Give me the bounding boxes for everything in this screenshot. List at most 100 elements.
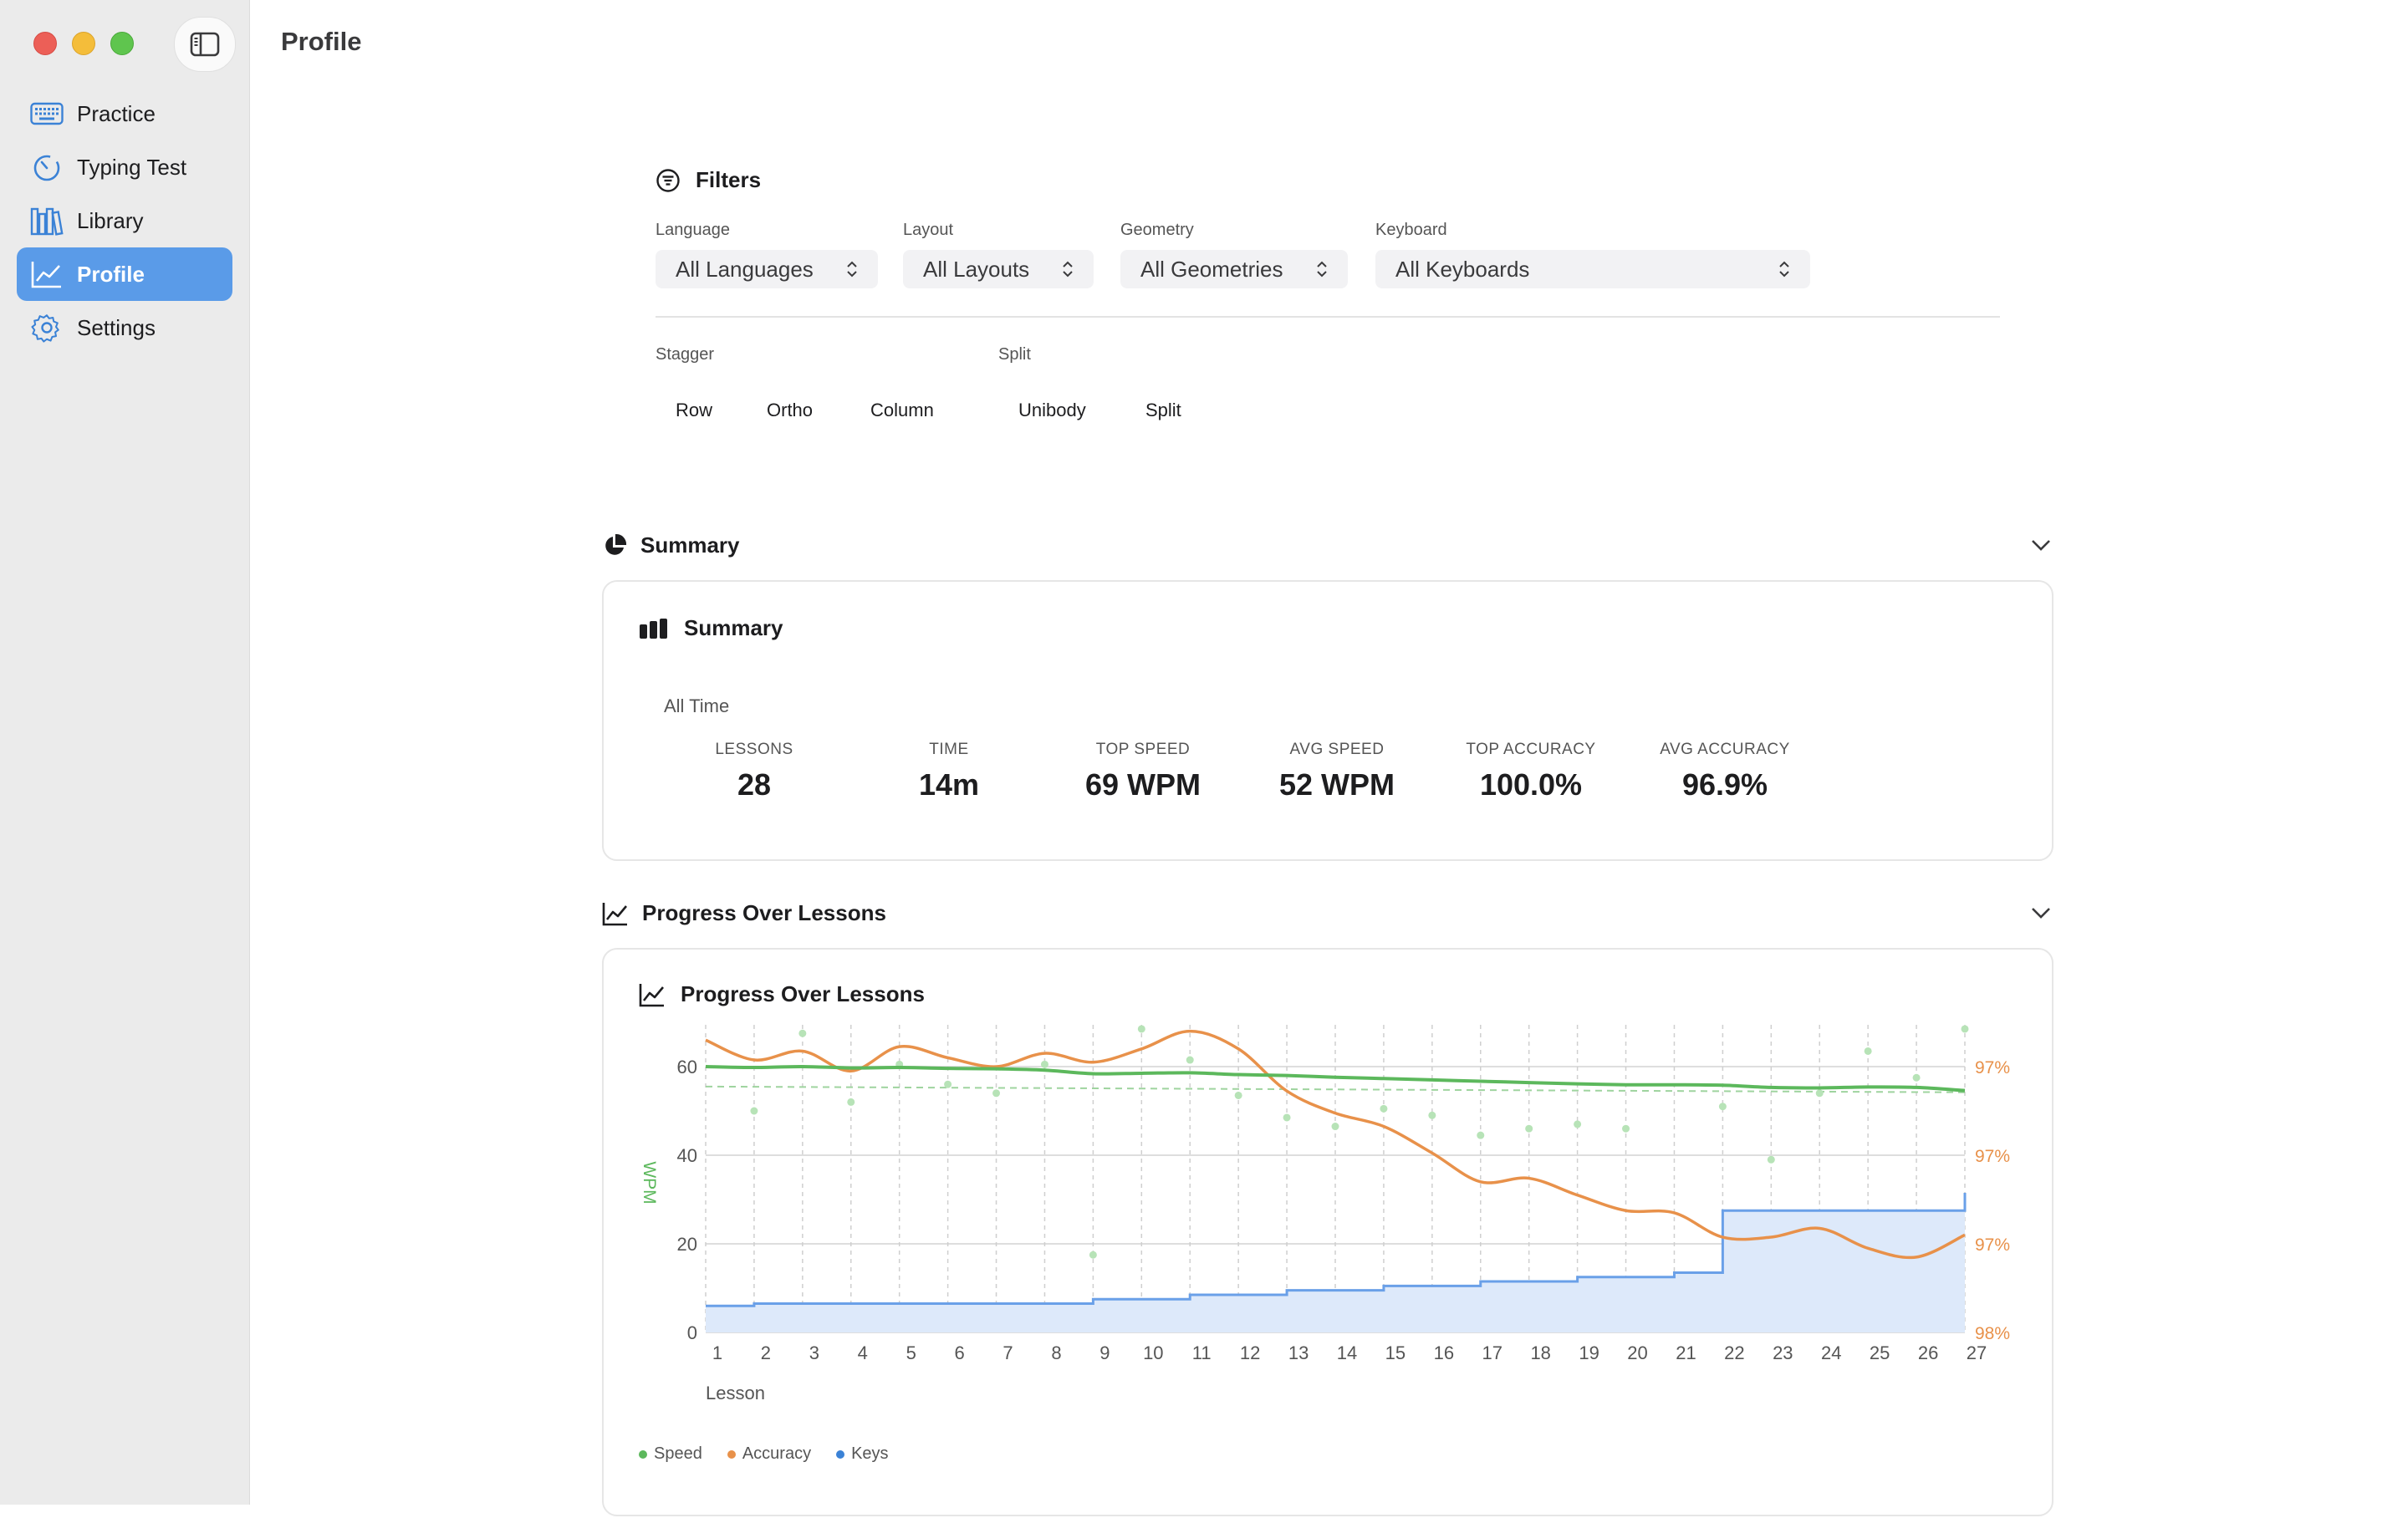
- legend-swatch: [836, 1449, 845, 1459]
- stagger-option-ortho[interactable]: Ortho: [767, 400, 814, 420]
- keys-line: [706, 1193, 1967, 1307]
- x-tick-label: 15: [1385, 1342, 1406, 1363]
- x-tick-label: 17: [1482, 1342, 1502, 1363]
- speed-sample-point: [1961, 1025, 1969, 1033]
- progress-section-title: Progress Over Lessons: [642, 900, 886, 925]
- timer-icon: [30, 150, 64, 184]
- stat-top-accuracy: TOP ACCURACY 100.0%: [1439, 741, 1623, 802]
- sidebar-item-practice[interactable]: Practice: [17, 87, 232, 140]
- progress-section-header[interactable]: Progress Over Lessons: [602, 900, 886, 926]
- filter-icon: [656, 168, 680, 192]
- chevron-down-icon[interactable]: [2030, 537, 2052, 553]
- right-tick-label: 97%: [1975, 1235, 2010, 1255]
- sidebar-item-label: Settings: [77, 314, 156, 340]
- speed-sample-point: [1815, 1089, 1824, 1098]
- stat-value: 14m: [918, 767, 980, 802]
- x-tick-label: 25: [1870, 1342, 1890, 1363]
- speed-sample-point: [1912, 1073, 1921, 1082]
- stat-avg-accuracy: AVG ACCURACY 96.9%: [1633, 741, 1817, 802]
- sidebar-nav: Practice Typing Test Library Profile: [17, 87, 232, 354]
- x-tick-label: 4: [858, 1342, 868, 1363]
- geometry-select[interactable]: All Geometries: [1120, 250, 1348, 288]
- speed-sample-point: [1331, 1123, 1339, 1131]
- filters-header: Filters: [656, 167, 761, 193]
- speed-sample-point: [1767, 1155, 1775, 1164]
- speed-sample-point: [1718, 1103, 1727, 1111]
- sidebar-item-settings[interactable]: Settings: [17, 301, 232, 354]
- line-chart-icon: [639, 982, 666, 1007]
- progress-chart: 0 98%20 97%40 97%60 97%1 2 3 4 5 6 7 8 9 10 11 12 13 14 15…: [640, 1025, 2010, 1403]
- keyboard-select[interactable]: All Keyboards: [1375, 250, 1810, 288]
- summary-section-title: Summary: [640, 532, 740, 558]
- stat-lessons: LESSONS 28: [662, 741, 846, 802]
- stat-top-speed: TOP SPEED 69 WPM: [1051, 741, 1235, 802]
- speed-sample-point: [798, 1029, 807, 1037]
- speed-line: [705, 1064, 1966, 1093]
- language-label: Language: [656, 221, 730, 239]
- sidebar-item-typing-test[interactable]: Typing Test: [17, 140, 232, 194]
- geometry-select-value: All Geometries: [1140, 256, 1283, 282]
- progress-card-header: Progress Over Lessons: [639, 981, 925, 1007]
- sidebar-item-label: Practice: [77, 100, 156, 126]
- close-window-button[interactable]: [33, 32, 57, 55]
- chart-icon: [30, 257, 64, 291]
- bar-chart-icon: [639, 618, 669, 639]
- summary-card: Summary All Time LESSONS 28 TIME 14m TOP…: [602, 580, 2053, 861]
- sidebar-icon: [190, 32, 220, 57]
- speed-sample-point: [1477, 1131, 1485, 1139]
- stagger-option-column[interactable]: Column: [870, 400, 934, 420]
- legend-label: Keys: [851, 1444, 889, 1463]
- chevron-down-icon[interactable]: [2030, 905, 2052, 920]
- updown-chevron-icon: [1779, 261, 1789, 278]
- stagger-option-row[interactable]: Row: [676, 400, 713, 420]
- speed-sample-point: [1525, 1124, 1533, 1133]
- x-tick-label: 21: [1676, 1342, 1696, 1363]
- legend-swatch: [727, 1449, 736, 1459]
- minimize-window-button[interactable]: [72, 32, 95, 55]
- sidebar-item-profile[interactable]: Profile: [17, 247, 232, 301]
- speed-sample-point: [1137, 1025, 1145, 1033]
- speed-sample-point: [944, 1080, 952, 1088]
- language-select[interactable]: All Languages: [656, 250, 878, 288]
- pie-chart-icon: [602, 533, 627, 558]
- x-tick-label: 16: [1434, 1342, 1454, 1363]
- x-tick-label: 12: [1240, 1342, 1260, 1363]
- x-tick-label: 5: [906, 1342, 916, 1363]
- x-tick-label: 24: [1821, 1342, 1841, 1363]
- right-tick-label: 98%: [1975, 1324, 2010, 1343]
- speed-sample-point: [1864, 1047, 1872, 1055]
- stat-caption: AVG SPEED: [1289, 741, 1385, 758]
- stat-caption: LESSONS: [715, 741, 793, 758]
- stat-caption: TOP SPEED: [1095, 741, 1191, 758]
- geometry-label: Geometry: [1120, 221, 1194, 239]
- stat-avg-speed: AVG SPEED 52 WPM: [1245, 741, 1429, 802]
- speed-sample-point: [1234, 1091, 1242, 1099]
- zoom-window-button[interactable]: [110, 32, 134, 55]
- stat-value: 28: [737, 767, 772, 802]
- sidebar-toggle-button[interactable]: [174, 17, 236, 72]
- keyboard-select-value: All Keyboards: [1395, 256, 1530, 282]
- summary-section-header[interactable]: Summary: [602, 532, 740, 558]
- stat-caption: AVG ACCURACY: [1660, 741, 1790, 758]
- summary-period: All Time: [664, 695, 730, 716]
- language-select-value: All Languages: [676, 256, 814, 282]
- layout-select[interactable]: All Layouts: [903, 250, 1094, 288]
- split-option-unibody[interactable]: Unibody: [1018, 400, 1086, 420]
- split-option-split[interactable]: Split: [1145, 400, 1181, 420]
- legend-swatch: [639, 1449, 647, 1459]
- x-tick-label: 2: [761, 1342, 771, 1363]
- x-tick-label: 8: [1051, 1342, 1061, 1363]
- x-tick-label: 6: [954, 1342, 964, 1363]
- x-tick-label: 20: [1627, 1342, 1647, 1363]
- keys-area: [706, 1193, 1965, 1332]
- speed-sample-point: [750, 1107, 758, 1115]
- x-tick-label: 11: [1192, 1342, 1212, 1363]
- legend-item-keys: Keys: [836, 1444, 889, 1464]
- y-axis-label: WPM: [640, 1161, 659, 1204]
- summary-card-header: Summary: [639, 615, 783, 641]
- speed-sample-point: [847, 1098, 855, 1106]
- page-title: Profile: [281, 27, 362, 56]
- split-label: Split: [998, 345, 1031, 364]
- line-chart-icon: [602, 901, 629, 926]
- sidebar-item-library[interactable]: Library: [17, 194, 232, 247]
